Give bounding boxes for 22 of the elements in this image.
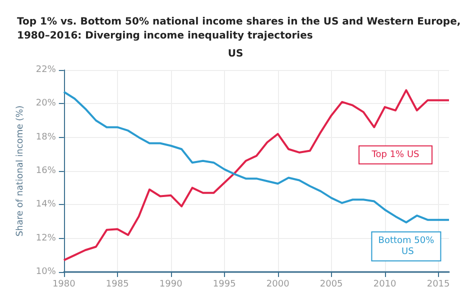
x-tick-label: 2010 xyxy=(373,280,397,290)
series-label: Bottom 50% US xyxy=(378,236,435,257)
chart-subtitle: US xyxy=(228,48,244,60)
y-tick-label: 12% xyxy=(36,233,56,244)
y-tick-label: 18% xyxy=(36,132,56,142)
line-series xyxy=(62,90,450,224)
line-series xyxy=(62,89,450,262)
x-tick-label: 2000 xyxy=(266,280,290,290)
y-tick-label: 10% xyxy=(36,267,56,277)
x-tick-label: 2015 xyxy=(426,280,450,290)
y-tick-label: 14% xyxy=(36,200,56,210)
x-tick-label: 1980 xyxy=(52,280,76,290)
y-axis-title: Share of national income (%) xyxy=(16,105,26,237)
y-tick-label: 22% xyxy=(36,65,56,75)
y-tick-label: 20% xyxy=(36,98,56,109)
x-tick-label: 2005 xyxy=(320,280,343,290)
y-tick-label: 16% xyxy=(36,166,56,176)
x-tick-label: 1985 xyxy=(106,280,129,290)
chart-title: Top 1% vs. Bottom 50% national income shares in the US and Western Europe, 1980–2016: Diverging income inequality trajectories xyxy=(17,16,464,42)
x-tick-label: 1995 xyxy=(212,280,236,290)
text: Top 1% US xyxy=(370,150,420,160)
x-tick-label: 1990 xyxy=(159,280,183,290)
